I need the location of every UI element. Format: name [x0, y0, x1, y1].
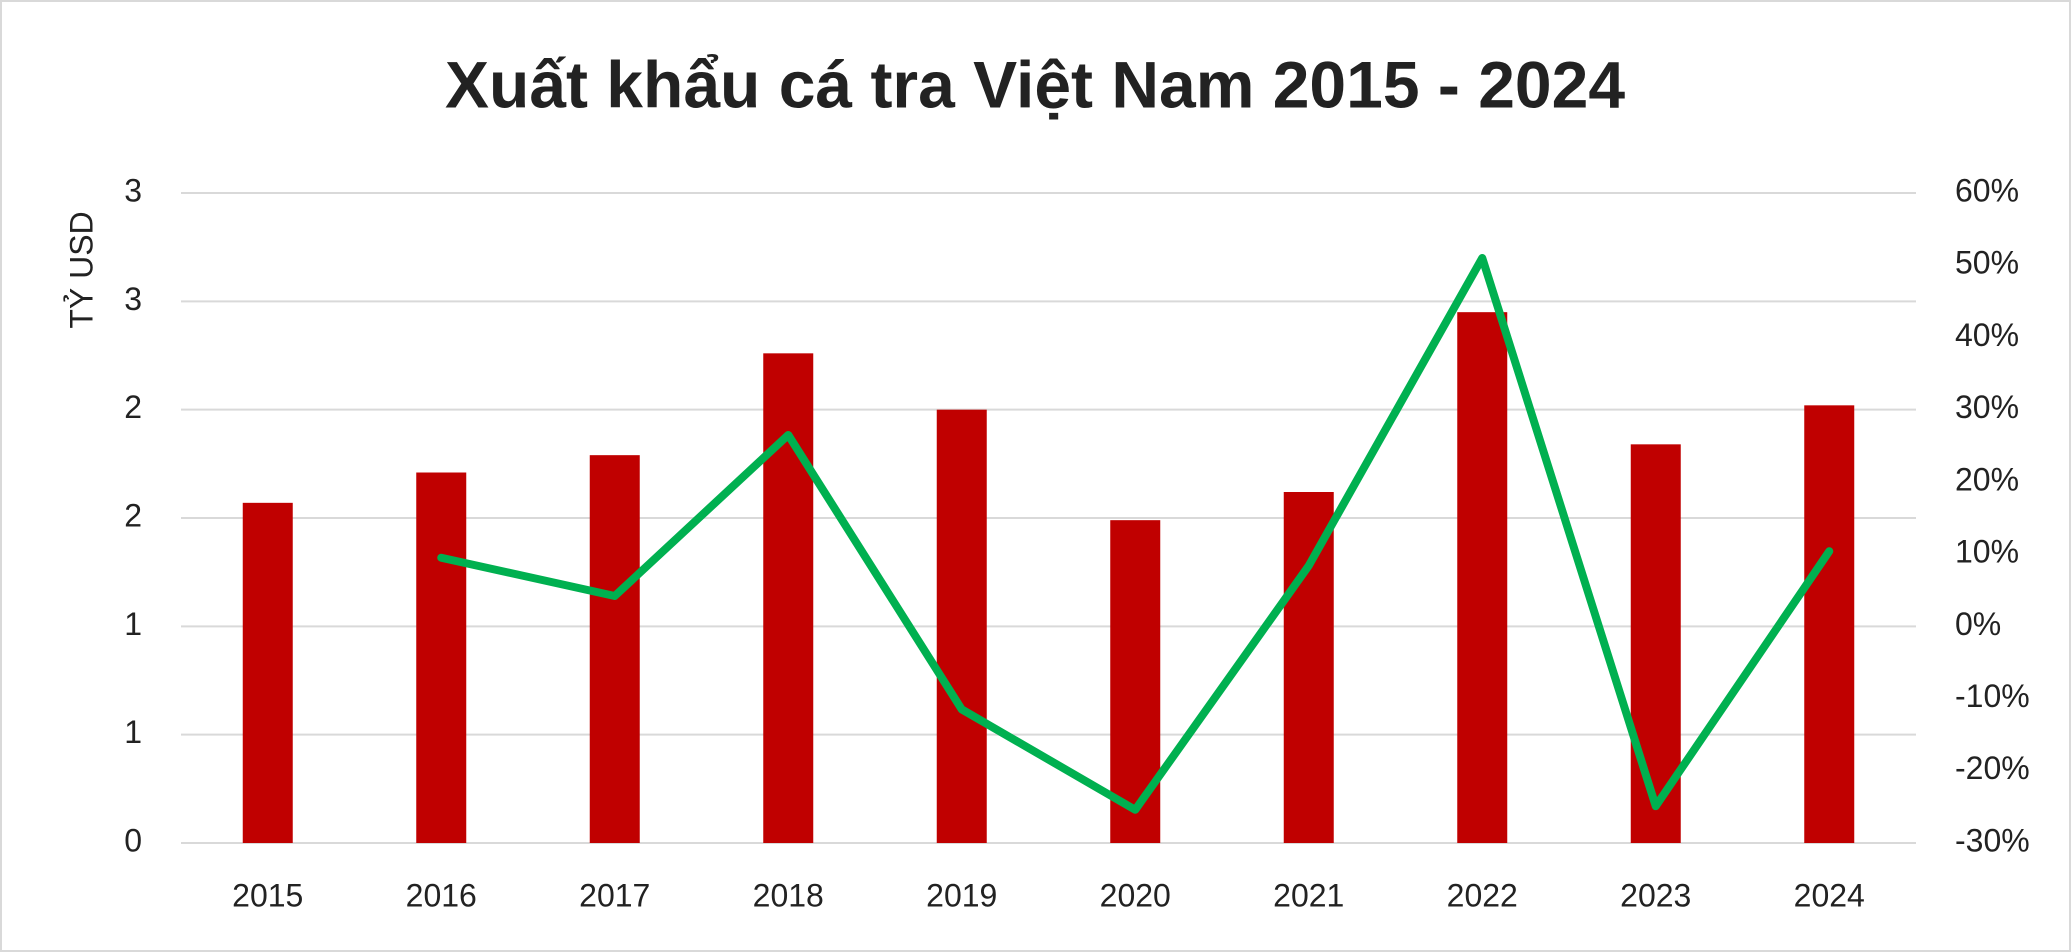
y-tick-label: 1	[124, 714, 142, 750]
x-tick-label: 2016	[406, 877, 477, 913]
x-tick-label: 2022	[1447, 877, 1518, 913]
x-tick-label: 2015	[232, 877, 303, 913]
y-tick-label: 2	[124, 389, 142, 425]
y2-tick-label: -10%	[1955, 678, 2030, 714]
y2-tick-label: 60%	[1955, 172, 2019, 208]
chart-title: Xuất khẩu cá tra Việt Nam 2015 - 2024	[445, 47, 1625, 121]
x-tick-label: 2023	[1620, 877, 1691, 913]
y2-tick-label: 20%	[1955, 461, 2019, 497]
y2-tick-label: 40%	[1955, 317, 2019, 353]
bar	[1110, 520, 1161, 843]
y2-tick-label: 10%	[1955, 534, 2019, 570]
y-tick-label: 0	[124, 822, 142, 858]
bar	[1804, 405, 1855, 843]
x-tick-label: 2021	[1273, 877, 1344, 913]
x-tick-label: 2018	[753, 877, 824, 913]
bar	[416, 472, 467, 843]
y-axis-label: TỶ USD	[63, 211, 99, 328]
x-tick-label: 2024	[1794, 877, 1865, 913]
y-tick-label: 2	[124, 497, 142, 533]
y2-tick-label: 0%	[1955, 606, 2001, 642]
bar	[763, 353, 814, 843]
y-tick-label: 3	[124, 281, 142, 317]
y2-tick-label: 50%	[1955, 245, 2019, 281]
bar	[936, 409, 987, 843]
x-tick-label: 2019	[926, 877, 997, 913]
line	[437, 254, 1834, 814]
y2-tick-label: -30%	[1955, 822, 2030, 858]
bar	[1457, 312, 1508, 844]
y2-tick-label: -20%	[1955, 750, 2030, 786]
bar	[589, 455, 640, 843]
bar	[242, 502, 293, 843]
y-tick-label: 3	[124, 172, 142, 208]
bar	[1283, 492, 1334, 843]
y-tick-label: 1	[124, 606, 142, 642]
y2-tick-label: 30%	[1955, 389, 2019, 425]
x-tick-label: 2017	[579, 877, 650, 913]
x-tick-label: 2020	[1100, 877, 1171, 913]
